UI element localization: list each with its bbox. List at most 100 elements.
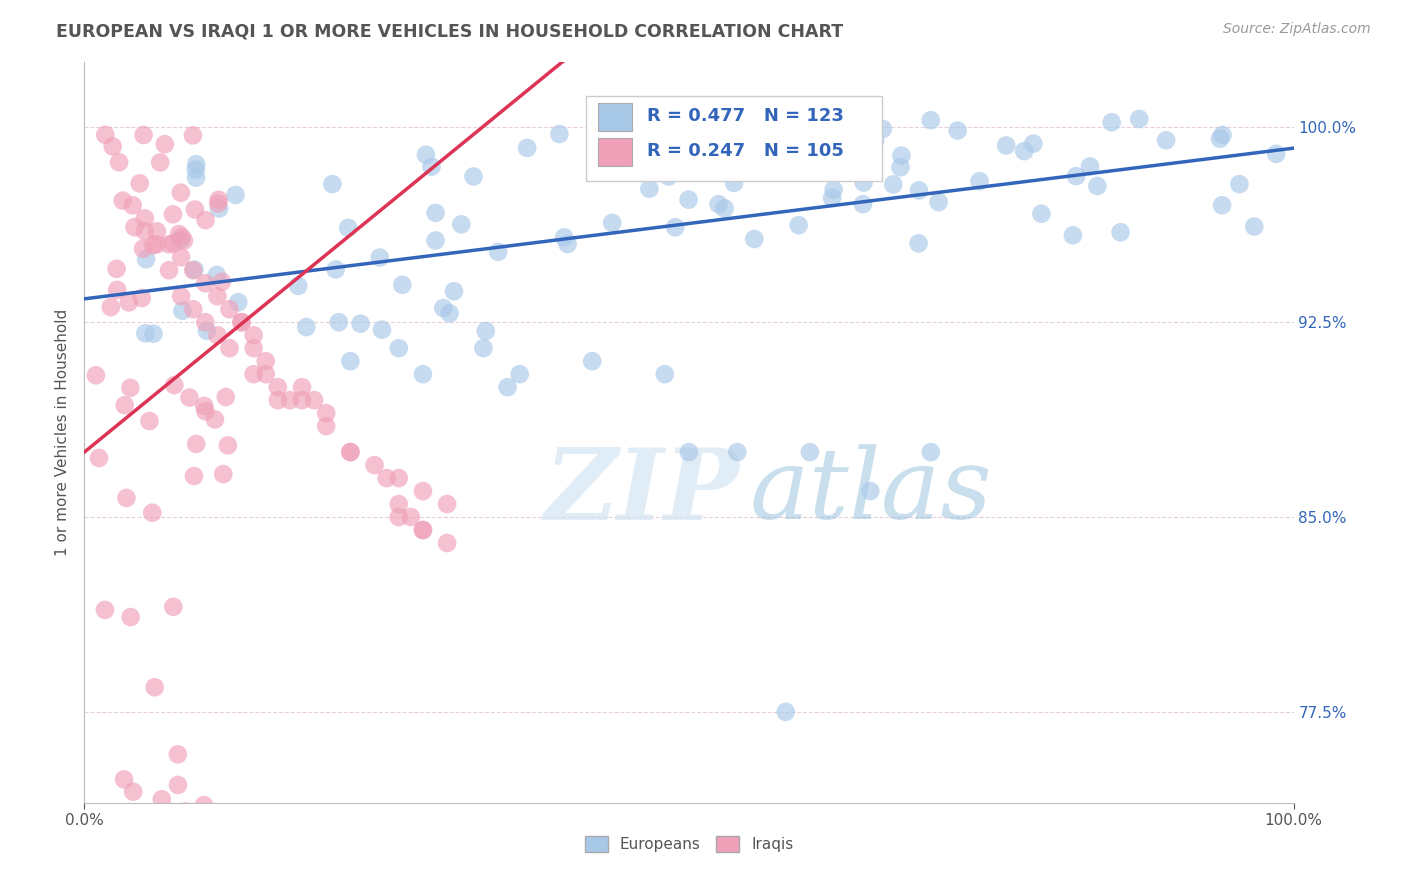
Point [450, 218, 472, 232]
Point [325, 262, 347, 277]
Point [100, 826, 122, 840]
FancyBboxPatch shape [599, 138, 633, 166]
Point [472, 341, 495, 355]
Point [1062, 228, 1084, 243]
Point [170, 230, 193, 244]
Point [100, 300, 122, 314]
Point [184, 162, 207, 177]
Point [212, 467, 235, 481]
Point [557, 237, 579, 252]
Point [787, 218, 810, 232]
Point [291, 393, 314, 408]
Point [149, 155, 172, 169]
Point [217, 438, 239, 452]
Point [1265, 146, 1288, 161]
Point [194, 213, 217, 227]
Point [707, 197, 730, 211]
Point [84, 368, 107, 383]
Point [120, 610, 142, 624]
Point [254, 354, 277, 368]
Point [443, 285, 465, 299]
Text: atlas: atlas [749, 444, 993, 540]
Point [91, 828, 114, 842]
Point [195, 324, 218, 338]
Point [638, 182, 661, 196]
Point [946, 123, 969, 137]
Point [1085, 179, 1108, 194]
Point [173, 234, 195, 248]
Point [207, 328, 229, 343]
Point [193, 798, 215, 813]
Point [188, 823, 211, 838]
Point [205, 268, 228, 282]
Point [134, 326, 156, 341]
Point [142, 326, 165, 341]
Point [678, 445, 700, 459]
Point [183, 469, 205, 483]
Point [131, 291, 153, 305]
Point [349, 317, 371, 331]
Point [218, 341, 240, 355]
Point [889, 161, 911, 175]
Y-axis label: 1 or more Vehicles in Household: 1 or more Vehicles in Household [55, 309, 70, 557]
Text: R = 0.477   N = 123: R = 0.477 N = 123 [647, 107, 844, 125]
Point [194, 315, 217, 329]
Point [278, 393, 301, 408]
Point [315, 406, 337, 420]
Point [654, 367, 676, 381]
Point [337, 220, 360, 235]
Point [254, 367, 277, 381]
Point [432, 301, 454, 315]
Point [388, 510, 411, 524]
Point [920, 445, 942, 459]
Point [658, 169, 681, 184]
Point [463, 169, 485, 184]
Point [208, 193, 231, 207]
Point [181, 263, 204, 277]
Point [183, 262, 205, 277]
Point [713, 202, 735, 216]
Point [122, 785, 145, 799]
Point [194, 277, 217, 291]
Point [425, 206, 447, 220]
Point [179, 391, 201, 405]
Point [194, 404, 217, 418]
Point [796, 114, 818, 128]
Point [553, 230, 575, 244]
Point [789, 136, 811, 151]
Point [186, 437, 208, 451]
Point [908, 183, 931, 197]
Point [170, 250, 193, 264]
Point [1078, 160, 1101, 174]
Point [208, 202, 231, 216]
Point [425, 234, 447, 248]
Point [852, 197, 875, 211]
Point [242, 367, 264, 381]
Point [295, 320, 318, 334]
Point [231, 315, 253, 329]
Point [391, 277, 413, 292]
Point [166, 747, 188, 762]
Point [415, 147, 437, 161]
Text: Source: ZipAtlas.com: Source: ZipAtlas.com [1223, 22, 1371, 37]
Point [138, 414, 160, 428]
Point [291, 380, 314, 394]
Point [321, 177, 343, 191]
Point [436, 536, 458, 550]
Point [267, 393, 290, 408]
Point [134, 211, 156, 226]
Point [516, 141, 538, 155]
Point [863, 134, 886, 148]
Point [225, 188, 247, 202]
Point [267, 380, 290, 394]
Point [995, 138, 1018, 153]
Point [339, 445, 361, 459]
Point [1109, 225, 1132, 239]
Point [890, 148, 912, 162]
Point [412, 484, 434, 499]
Text: ZIP: ZIP [544, 443, 738, 540]
Point [1101, 115, 1123, 129]
Point [363, 458, 385, 472]
Point [388, 497, 411, 511]
Point [773, 134, 796, 148]
